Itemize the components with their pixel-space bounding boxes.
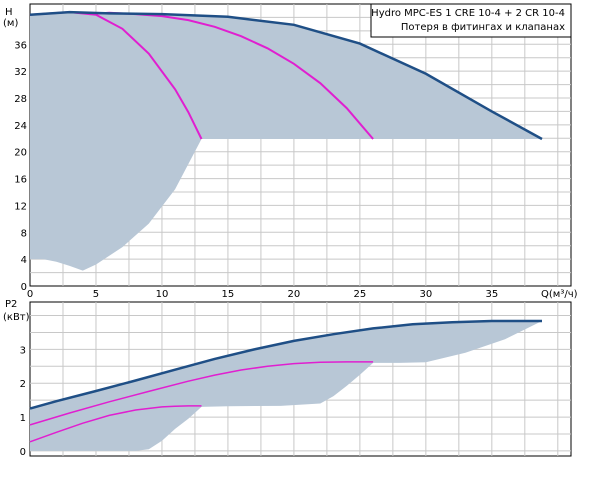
power-curves (29, 319, 542, 443)
power-ytick-label: 1 (20, 413, 26, 424)
head-tick-labels: 0 4 8 12 16 20 24 28 32 36 0 5 10 15 20 25 30 35 (14, 40, 498, 300)
power-ytick-label: 2 (20, 379, 26, 390)
power-tick-labels: 0 1 2 3 (20, 345, 26, 458)
xtick-label: 10 (156, 289, 169, 300)
head-ytick-label: 12 (14, 201, 27, 212)
head-operating-area (30, 12, 542, 271)
power-ytick-label: 3 (20, 345, 26, 356)
power-ytick-label: 0 (20, 447, 26, 458)
xtick-label: 0 (27, 289, 33, 300)
head-ylabel-line2: (м) (3, 18, 18, 29)
head-ytick-label: 8 (21, 228, 27, 239)
x-axis-label: Q(м³/ч) (541, 289, 578, 300)
power-operating-area (30, 321, 542, 451)
head-ytick-label: 0 (21, 282, 27, 293)
head-curve-max (29, 10, 543, 141)
head-ytick-label: 28 (14, 94, 27, 105)
head-curves (29, 10, 543, 141)
head-ylabel-line1: H (5, 7, 13, 18)
power-band-area (30, 321, 542, 451)
head-band-area (30, 12, 542, 271)
xtick-label: 25 (354, 289, 367, 300)
legend-title: Hydro MPC-ES 1 CRE 10-4 + 2 CR 10-4 (371, 8, 565, 19)
power-curve-one-pump (29, 405, 202, 443)
power-curve-two-pumps (29, 361, 374, 426)
power-curve-max (29, 319, 542, 410)
head-ytick-label: 20 (14, 148, 27, 159)
xtick-label: 30 (419, 289, 432, 300)
legend-subtitle: Потеря в фитингах и клапанах (401, 22, 565, 33)
xtick-label: 5 (93, 289, 99, 300)
head-ytick-label: 24 (14, 121, 27, 132)
xtick-label: 15 (222, 289, 235, 300)
power-ylabel-line1: P2 (5, 299, 17, 310)
legend-box (370, 3, 572, 38)
legend: Hydro MPC-ES 1 CRE 10-4 + 2 CR 10-4 Поте… (370, 3, 572, 38)
head-ytick-label: 36 (14, 40, 27, 51)
xtick-label: 35 (485, 289, 498, 300)
head-ytick-label: 16 (14, 175, 27, 186)
power-ylabel-line2: (кВт) (3, 312, 30, 323)
xtick-label: 20 (288, 289, 301, 300)
head-ytick-label: 32 (14, 67, 27, 78)
head-ytick-label: 4 (21, 255, 27, 266)
